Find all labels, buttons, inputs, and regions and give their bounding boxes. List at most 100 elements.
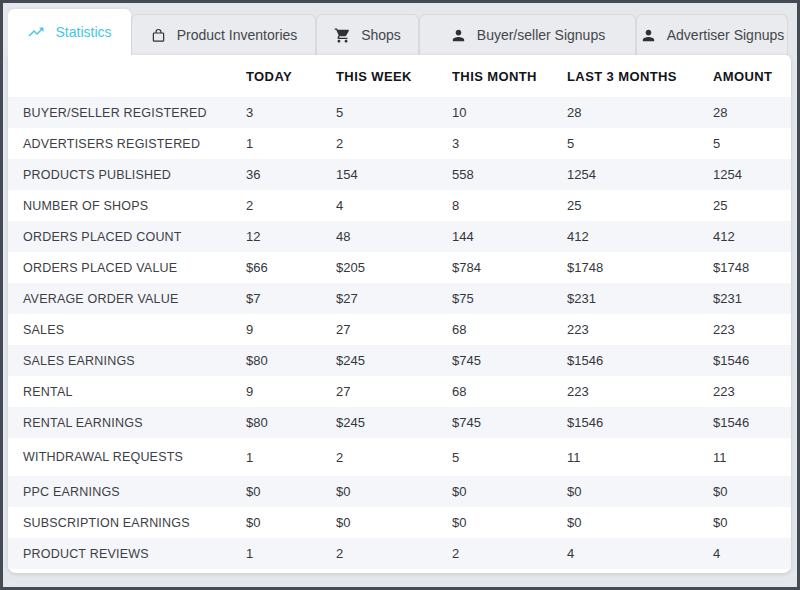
- cell-today: $66: [243, 252, 333, 283]
- row-label: PRODUCTS PUBLISHED: [8, 159, 243, 190]
- tab-buyer-seller-signups[interactable]: Buyer/seller Signups: [419, 14, 636, 55]
- cell-last-3-months: $1748: [564, 252, 710, 283]
- row-label: ORDERS PLACED VALUE: [8, 252, 243, 283]
- table-row: SUBSCRIPTION EARNINGS $0 $0 $0 $0 $0: [8, 507, 791, 538]
- tab-label: Buyer/seller Signups: [477, 27, 605, 43]
- column-header-today: TODAY: [243, 55, 333, 97]
- column-header-this-month: THIS MONTH: [449, 55, 564, 97]
- cell-today: 1: [243, 538, 333, 569]
- cell-amount: 28: [710, 97, 791, 128]
- tab-statistics[interactable]: Statistics: [8, 9, 131, 55]
- table-row: ORDERS PLACED COUNT 12 48 144 412 412: [8, 221, 791, 252]
- cell-this-month: 8: [449, 190, 564, 221]
- cell-this-week: 48: [333, 221, 449, 252]
- cell-this-week: 4: [333, 190, 449, 221]
- cell-this-week: $245: [333, 345, 449, 376]
- cell-amount: 5: [710, 128, 791, 159]
- table-row: SALES 9 27 68 223 223: [8, 314, 791, 345]
- cell-today: $0: [243, 507, 333, 538]
- cell-today: 9: [243, 376, 333, 407]
- cell-today: $80: [243, 345, 333, 376]
- cell-last-3-months: $0: [564, 476, 710, 507]
- cell-this-week: $27: [333, 283, 449, 314]
- cell-this-week: $245: [333, 407, 449, 438]
- column-header-this-week: THIS WEEK: [333, 55, 449, 97]
- cell-this-month: $0: [449, 507, 564, 538]
- tab-label: Statistics: [55, 24, 111, 40]
- person-icon: [450, 27, 467, 44]
- cell-last-3-months: 223: [564, 314, 710, 345]
- tab-advertiser-signups[interactable]: Advertiser Signups: [636, 14, 788, 55]
- table-row: SALES EARNINGS $80 $245 $745 $1546 $1546: [8, 345, 791, 376]
- row-label: BUYER/SELLER REGISTERED: [8, 97, 243, 128]
- cell-this-week: 154: [333, 159, 449, 190]
- tab-bar: Statistics Product Inventories Shops Buy…: [3, 3, 797, 55]
- row-label: WITHDRAWAL REQUESTS: [8, 438, 243, 476]
- cell-last-3-months: 25: [564, 190, 710, 221]
- row-label: RENTAL EARNINGS: [8, 407, 243, 438]
- row-label: PPC EARNINGS: [8, 476, 243, 507]
- statistics-table: TODAY THIS WEEK THIS MONTH LAST 3 MONTHS…: [8, 55, 791, 569]
- row-label: SALES: [8, 314, 243, 345]
- cell-last-3-months: 412: [564, 221, 710, 252]
- app-window: Statistics Product Inventories Shops Buy…: [0, 0, 800, 590]
- cart-icon: [334, 27, 351, 44]
- cell-today: $0: [243, 476, 333, 507]
- cell-this-month: $745: [449, 407, 564, 438]
- cell-today: 1: [243, 128, 333, 159]
- cell-amount: 1254: [710, 159, 791, 190]
- table-row: WITHDRAWAL REQUESTS 1 2 5 11 11: [8, 438, 791, 476]
- cell-last-3-months: $0: [564, 507, 710, 538]
- cell-last-3-months: 5: [564, 128, 710, 159]
- cell-last-3-months: 223: [564, 376, 710, 407]
- cell-today: 2: [243, 190, 333, 221]
- cell-amount: 412: [710, 221, 791, 252]
- corner-cell: [8, 55, 243, 97]
- cell-this-month: 144: [449, 221, 564, 252]
- cell-this-month: 558: [449, 159, 564, 190]
- cell-last-3-months: 1254: [564, 159, 710, 190]
- cell-amount: $0: [710, 476, 791, 507]
- cell-last-3-months: $1546: [564, 345, 710, 376]
- table-row: PRODUCTS PUBLISHED 36 154 558 1254 1254: [8, 159, 791, 190]
- column-header-last-3-months: LAST 3 MONTHS: [564, 55, 710, 97]
- cell-this-week: 2: [333, 438, 449, 476]
- cell-this-week: 27: [333, 376, 449, 407]
- cell-today: 9: [243, 314, 333, 345]
- cell-this-week: $205: [333, 252, 449, 283]
- tab-shops[interactable]: Shops: [316, 14, 419, 55]
- cell-this-week: 2: [333, 128, 449, 159]
- row-label: AVERAGE ORDER VALUE: [8, 283, 243, 314]
- tab-product-inventories[interactable]: Product Inventories: [131, 14, 316, 55]
- table-row: RENTAL EARNINGS $80 $245 $745 $1546 $154…: [8, 407, 791, 438]
- row-label: SUBSCRIPTION EARNINGS: [8, 507, 243, 538]
- row-label: RENTAL: [8, 376, 243, 407]
- cell-amount: $1546: [710, 407, 791, 438]
- cell-today: 1: [243, 438, 333, 476]
- cell-today: $7: [243, 283, 333, 314]
- table-row: ADVERTISERS REGISTERED 1 2 3 5 5: [8, 128, 791, 159]
- cell-amount: 25: [710, 190, 791, 221]
- tab-label: Shops: [361, 27, 401, 43]
- cell-this-month: 68: [449, 314, 564, 345]
- cell-this-week: 5: [333, 97, 449, 128]
- cell-this-month: $745: [449, 345, 564, 376]
- table-row: AVERAGE ORDER VALUE $7 $27 $75 $231 $231: [8, 283, 791, 314]
- cell-last-3-months: $231: [564, 283, 710, 314]
- cell-today: 12: [243, 221, 333, 252]
- cell-last-3-months: 28: [564, 97, 710, 128]
- cell-this-month: 5: [449, 438, 564, 476]
- cell-this-week: 2: [333, 538, 449, 569]
- cell-last-3-months: 4: [564, 538, 710, 569]
- table-row: PRODUCT REVIEWS 1 2 2 4 4: [8, 538, 791, 569]
- cell-this-week: $0: [333, 507, 449, 538]
- cell-today: $80: [243, 407, 333, 438]
- table-row: RENTAL 9 27 68 223 223: [8, 376, 791, 407]
- table-row: BUYER/SELLER REGISTERED 3 5 10 28 28: [8, 97, 791, 128]
- cell-this-month: $75: [449, 283, 564, 314]
- table-body: BUYER/SELLER REGISTERED 3 5 10 28 28 ADV…: [8, 97, 791, 569]
- cell-this-month: 68: [449, 376, 564, 407]
- column-header-amount: AMOUNT: [710, 55, 791, 97]
- cell-last-3-months: $1546: [564, 407, 710, 438]
- row-label: NUMBER OF SHOPS: [8, 190, 243, 221]
